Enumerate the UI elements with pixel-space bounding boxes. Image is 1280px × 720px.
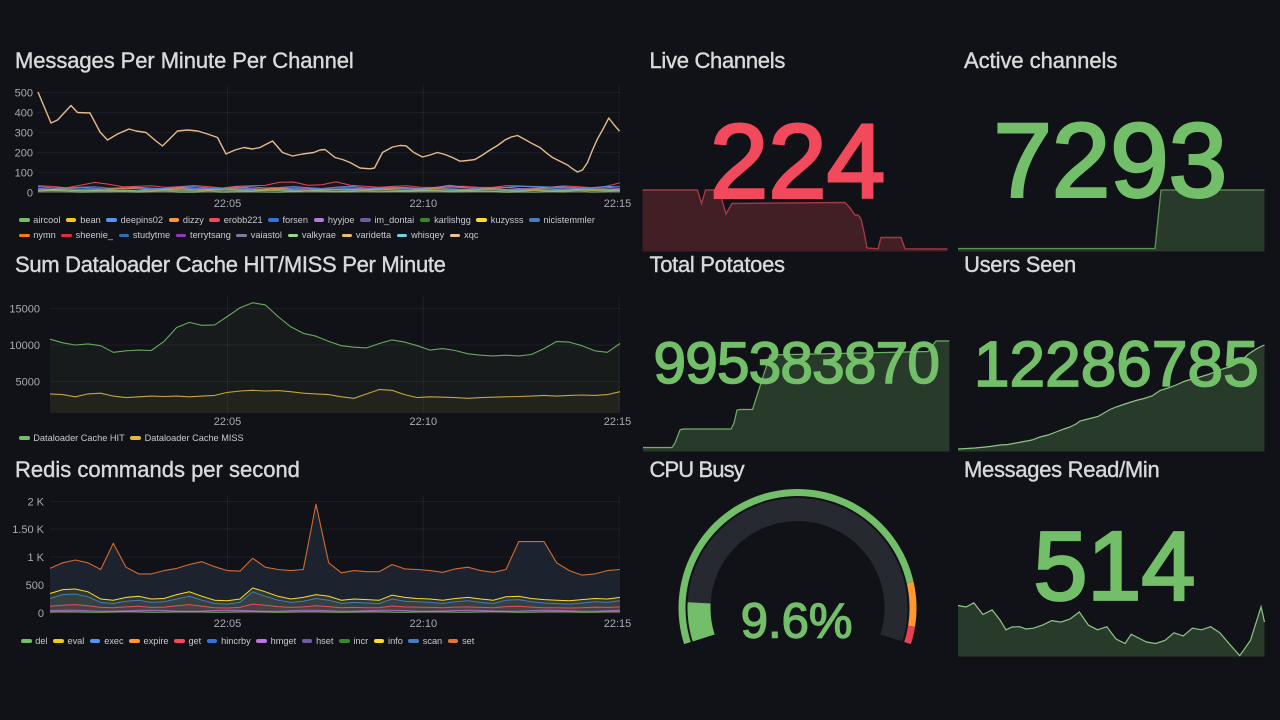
svg-text:22:05: 22:05 (214, 198, 242, 210)
svg-text:10000: 10000 (9, 340, 40, 352)
svg-text:22:10: 22:10 (410, 618, 438, 630)
svg-text:0: 0 (38, 608, 44, 620)
svg-text:1.50 K: 1.50 K (12, 524, 44, 536)
svg-text:15000: 15000 (9, 304, 40, 316)
svg-text:100: 100 (15, 168, 33, 180)
svg-text:300: 300 (15, 128, 33, 140)
svg-text:500: 500 (15, 88, 33, 100)
svg-text:200: 200 (15, 148, 33, 160)
svg-text:22:05: 22:05 (214, 416, 242, 428)
svg-text:22:15: 22:15 (604, 198, 632, 210)
svg-text:22:10: 22:10 (410, 416, 438, 428)
svg-text:0: 0 (27, 188, 33, 200)
svg-text:22:15: 22:15 (604, 416, 632, 428)
svg-text:500: 500 (26, 580, 44, 592)
svg-text:22:15: 22:15 (604, 618, 632, 630)
svg-text:22:10: 22:10 (410, 198, 438, 210)
svg-text:1 K: 1 K (27, 552, 44, 564)
svg-text:5000: 5000 (16, 377, 40, 389)
svg-text:2 K: 2 K (27, 497, 44, 509)
svg-text:400: 400 (15, 108, 33, 120)
svg-text:22:05: 22:05 (214, 618, 242, 630)
